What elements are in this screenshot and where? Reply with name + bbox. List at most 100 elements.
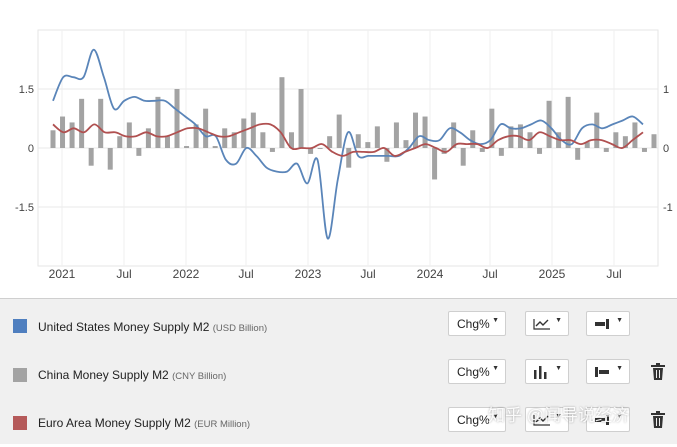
- bar-china: [98, 98, 104, 148]
- series-color-swatch-us: [13, 319, 27, 333]
- bar-china: [327, 136, 333, 148]
- bar-china: [126, 122, 132, 148]
- x-tick-label: Jul: [606, 267, 621, 281]
- bar-china: [374, 126, 380, 148]
- bar-china: [279, 77, 285, 148]
- axis-select-euro[interactable]: ▼: [586, 407, 630, 432]
- axis-select-china[interactable]: ▼: [586, 359, 630, 384]
- bar-china: [460, 148, 466, 166]
- bar-china: [79, 98, 85, 148]
- bar-china: [489, 108, 495, 148]
- transform-select-china[interactable]: Chg% ▼: [448, 359, 506, 384]
- line-chart-icon: [533, 319, 550, 330]
- bar-china: [346, 148, 352, 168]
- bar-china: [88, 148, 94, 166]
- bar-china: [317, 148, 323, 149]
- transform-select-us[interactable]: Chg% ▼: [448, 311, 506, 336]
- bar-china: [632, 122, 638, 148]
- bar-china: [136, 148, 142, 156]
- series-unit-china: (CNY Billion): [172, 371, 227, 382]
- bar-china: [336, 114, 342, 148]
- bar-china: [241, 118, 247, 148]
- bar-china: [451, 122, 457, 148]
- bar-china: [107, 148, 113, 170]
- chevron-down-icon: ▼: [492, 317, 499, 324]
- bar-china: [269, 148, 275, 152]
- series-label-euro: Euro Area Money Supply M2 (EUR Million): [38, 416, 250, 430]
- bar-china: [641, 148, 647, 152]
- chart-type-select-china[interactable]: ▼: [525, 359, 569, 384]
- chart-type-select-euro[interactable]: ▼: [525, 407, 569, 432]
- bar-china: [613, 132, 619, 148]
- bar-china: [212, 146, 218, 148]
- watermark: 知乎 @闻导说经济: [488, 406, 629, 425]
- bar-china: [298, 89, 304, 148]
- bar-china: [164, 136, 170, 148]
- bar-china: [479, 148, 485, 152]
- bar-china: [174, 89, 180, 148]
- chevron-down-icon: ▼: [555, 317, 562, 324]
- bar-china: [622, 136, 628, 148]
- bar-chart-icon: [534, 366, 547, 379]
- bar-china: [546, 100, 552, 148]
- series-unit-euro: (EUR Million): [194, 419, 251, 430]
- bar-china: [508, 126, 514, 148]
- transform-select-euro[interactable]: Chg% ▼: [448, 407, 506, 432]
- bar-china: [498, 148, 504, 156]
- chevron-down-icon: ▼: [555, 413, 562, 420]
- chart-svg: 1.5 0 -1.5 1 0 -1 2021 Jul 2022 Jul 2023 Jul 2024 Jul…: [15, 29, 673, 281]
- chevron-down-icon: ▼: [555, 365, 562, 372]
- bar-china: [69, 122, 75, 148]
- line-chart-icon: [533, 415, 550, 426]
- bar-china: [193, 124, 199, 148]
- series-name-us: United States Money Supply M2: [38, 320, 210, 334]
- bar-china: [203, 108, 209, 148]
- bar-china: [260, 132, 266, 148]
- series-label-china: China Money Supply M2 (CNY Billion): [38, 368, 226, 382]
- series-unit-us: (USD Billion): [212, 323, 268, 334]
- bar-china: [308, 148, 314, 154]
- bar-china: [594, 112, 600, 148]
- x-tick-label: 2021: [49, 267, 76, 281]
- series-label-us: United States Money Supply M2 (USD Billi…: [38, 320, 267, 334]
- y-tick-label-right: 1: [663, 84, 669, 96]
- y-tick-label-left: 0: [28, 143, 34, 155]
- bar-china: [584, 142, 590, 148]
- bar-china: [365, 142, 371, 148]
- chevron-down-icon: ▼: [616, 317, 623, 324]
- bar-china: [603, 148, 609, 152]
- legend-panel: United States Money Supply M2 (USD Billi…: [0, 298, 677, 444]
- trash-icon[interactable]: [650, 411, 666, 429]
- y-tick-label-right: -1: [663, 202, 673, 214]
- x-tick-label: 2025: [539, 267, 566, 281]
- chart-area: 1.5 0 -1.5 1 0 -1 2021 Jul 2022 Jul 2023 Jul 2024 Jul…: [15, 29, 673, 281]
- legend-row-euro: Euro Area Money Supply M2 (EUR Million) …: [0, 399, 677, 447]
- axis-right-icon: [595, 319, 609, 329]
- trash-icon[interactable]: [650, 363, 666, 381]
- bar-china: [413, 112, 419, 148]
- x-tick-label: Jul: [482, 267, 497, 281]
- transform-value-euro: Chg%: [457, 413, 490, 427]
- bar-china: [145, 128, 151, 148]
- axis-select-us[interactable]: ▼: [586, 311, 630, 336]
- chart-type-select-us[interactable]: ▼: [525, 311, 569, 336]
- bar-china: [231, 132, 237, 148]
- bar-china: [155, 96, 161, 148]
- series-name-china: China Money Supply M2: [38, 368, 169, 382]
- x-tick-label: 2023: [295, 267, 322, 281]
- chevron-down-icon: ▼: [492, 365, 499, 372]
- x-tick-label: 2022: [173, 267, 200, 281]
- chevron-down-icon: ▼: [492, 413, 499, 420]
- transform-value-us: Chg%: [457, 317, 490, 331]
- x-tick-label: Jul: [360, 267, 375, 281]
- y-tick-label-left: 1.5: [19, 84, 34, 96]
- bar-china: [403, 140, 409, 148]
- bar-china: [651, 134, 657, 148]
- bar-china: [50, 130, 56, 148]
- bar-china: [384, 148, 390, 162]
- line-united-states: [52, 48, 644, 240]
- bar-china: [355, 134, 361, 148]
- transform-value-china: Chg%: [457, 365, 490, 379]
- bar-china: [470, 130, 476, 148]
- x-tick-label: Jul: [116, 267, 131, 281]
